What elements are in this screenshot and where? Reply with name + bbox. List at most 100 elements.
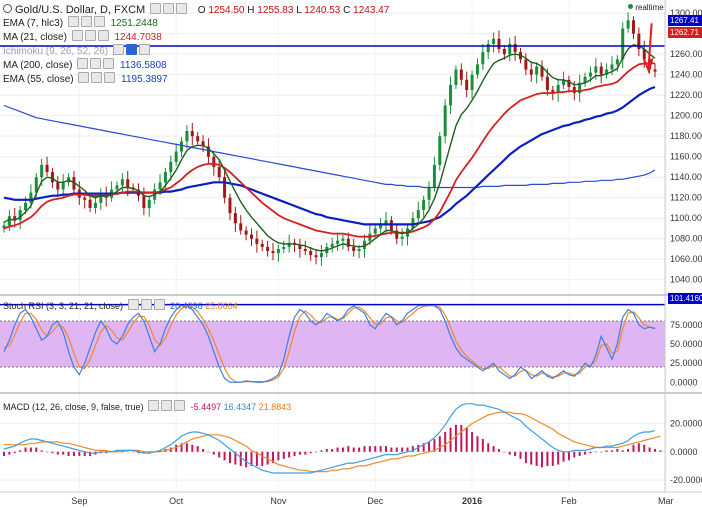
price-y-tick: 1140.00 (670, 172, 702, 182)
x-tick-label: Sep (71, 496, 87, 506)
macd-hist-bar (449, 427, 452, 452)
ichimoku-eye-icon[interactable] (125, 44, 137, 55)
ma200-eye-icon[interactable] (90, 58, 102, 69)
candle-body (497, 38, 501, 50)
legend-stoch[interactable]: Stoch RSI (3, 3, 21, 21, close) 20.4096 … (3, 299, 238, 311)
candle-body (465, 79, 469, 91)
legend-stoch-k: 20.4096 (170, 301, 203, 311)
legend-macd[interactable]: MACD (12, 26, close, 9, false, true) -5.… (3, 400, 291, 412)
ohlc-c: 1243.47 (353, 5, 390, 16)
ema55-eye-icon[interactable] (91, 72, 103, 83)
title-eye-icon[interactable] (162, 3, 174, 14)
macd-hist-bar (126, 451, 129, 453)
candle-body (314, 255, 318, 258)
candle-body (481, 52, 485, 65)
ichimoku-close-icon[interactable] (138, 44, 150, 55)
legend-ma21-label: MA (21, close) (3, 32, 67, 43)
macd-hist-bar (562, 451, 565, 462)
stoch-settings-icon[interactable] (127, 299, 139, 310)
candle-body (266, 246, 270, 252)
title-settings-icon[interactable] (149, 3, 161, 14)
macd-eye-icon[interactable] (161, 400, 173, 411)
legend-macd-signal: 21.8843 (258, 402, 292, 412)
ma200-settings-icon[interactable] (77, 58, 89, 69)
candle-body (18, 210, 22, 221)
candle-body (7, 216, 11, 226)
stoch-eye-icon[interactable] (140, 299, 152, 310)
price-tag-1: 1267.41 (668, 15, 702, 26)
macd-hist-bar (573, 451, 576, 458)
candle-body (562, 79, 566, 85)
legend-ichimoku[interactable]: Ichimoku (9, 26, 52, 26) (3, 44, 150, 57)
ema7-line (3, 44, 656, 252)
macd-hist-bar (433, 439, 436, 452)
price-y-tick: 1100.00 (670, 213, 702, 223)
menu-icon[interactable] (3, 4, 12, 13)
ma200-close-icon[interactable] (103, 58, 115, 69)
candle-body (432, 164, 436, 188)
candle-body (621, 28, 625, 60)
macd-hist-bar (3, 451, 5, 457)
macd-hist-bar (191, 444, 194, 452)
stoch-close-icon[interactable] (153, 299, 165, 310)
macd-hist-bar (207, 451, 210, 453)
ema55-settings-icon[interactable] (78, 72, 90, 83)
ema55-close-icon[interactable] (104, 72, 116, 83)
legend-ma200-label: MA (200, close) (3, 60, 73, 71)
macd-settings-icon[interactable] (148, 400, 160, 411)
legend-ema55[interactable]: EMA (55, close) 1195.3897 (3, 72, 168, 85)
title-close-icon[interactable] (175, 3, 187, 14)
candle-body (201, 141, 205, 147)
candle-body (459, 69, 463, 80)
ema7-close-icon[interactable] (93, 16, 105, 27)
price-y-tick: 1220.00 (670, 90, 702, 100)
ohlc-h-label: H (247, 5, 255, 16)
candle-body (583, 76, 587, 83)
macd-hist-bar (584, 451, 587, 455)
candle-body (631, 20, 635, 34)
candle-body (190, 131, 194, 137)
macd-y-tick: 20.0000 (670, 418, 702, 428)
macd-hist-bar (325, 448, 328, 452)
macd-hist-bar (293, 451, 296, 457)
ohlc-l: 1240.53 (304, 5, 341, 16)
ma21-close-icon[interactable] (97, 30, 109, 41)
candle-body (319, 253, 323, 258)
macd-hist-bar (368, 446, 371, 452)
macd-hist-bar (438, 436, 441, 452)
candle-body (45, 164, 49, 173)
price-y-tick: 1260.00 (670, 49, 702, 59)
candle-body (379, 224, 383, 229)
candle-body (115, 185, 119, 190)
ichimoku-settings-icon[interactable] (112, 44, 124, 55)
candle-body (637, 33, 641, 50)
macd-hist-bar (115, 450, 118, 452)
macd-hist-bar (411, 446, 414, 452)
candle-body (174, 151, 178, 162)
macd-hist-bar (358, 447, 361, 452)
macd-hist-bar (13, 451, 16, 454)
candle-body (610, 64, 614, 70)
stoch-y-tick: 50.0000 (670, 339, 702, 349)
macd-hist-bar (379, 446, 382, 452)
candle-body (223, 177, 227, 198)
macd-hist-bar (524, 451, 527, 464)
ma21-eye-icon[interactable] (84, 30, 96, 41)
macd-hist-bar (454, 424, 457, 452)
legend-ma21[interactable]: MA (21, close) 1244.7038 (3, 30, 162, 43)
candle-body (72, 177, 76, 190)
macd-hist-bar (594, 451, 597, 453)
macd-hist-bar (169, 447, 172, 452)
candle-body (56, 182, 60, 190)
ema7-eye-icon[interactable] (80, 16, 92, 27)
legend-ema7[interactable]: EMA (7, hlc3) 1251.2448 (3, 16, 158, 29)
macd-hist-bar (363, 446, 366, 452)
macd-close-icon[interactable] (174, 400, 186, 411)
stoch-y-tick: 0.0000 (670, 377, 698, 387)
macd-hist-bar (390, 447, 393, 452)
macd-hist-bar (121, 450, 124, 452)
macd-hist-bar (336, 447, 339, 452)
legend-ma200[interactable]: MA (200, close) 1136.5808 (3, 58, 167, 71)
ma21-settings-icon[interactable] (71, 30, 83, 41)
ema7-settings-icon[interactable] (67, 16, 79, 27)
